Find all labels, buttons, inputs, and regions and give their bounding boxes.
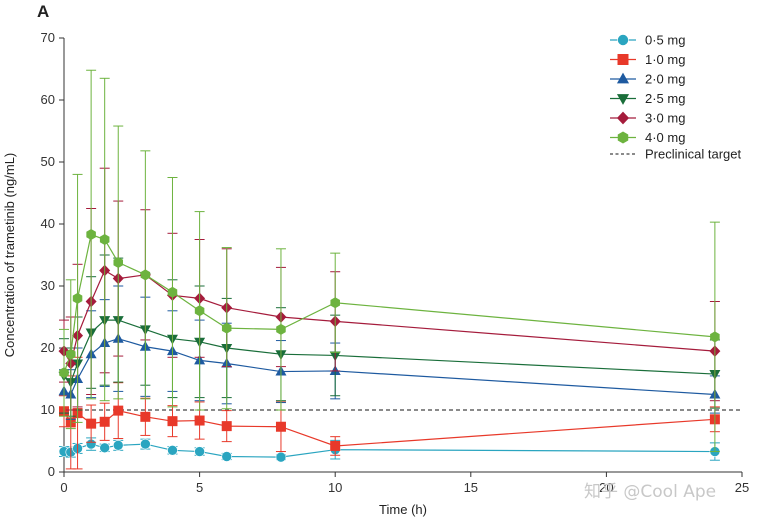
series-2 bbox=[58, 285, 721, 420]
panel-label: A bbox=[37, 2, 50, 21]
data-point bbox=[72, 292, 83, 304]
legend-marker bbox=[617, 131, 629, 144]
data-point bbox=[221, 421, 232, 432]
data-point bbox=[330, 297, 340, 309]
y-tick-label: 50 bbox=[41, 154, 55, 169]
data-point bbox=[59, 367, 69, 379]
watermark-text: 知乎 @Cool Ape bbox=[584, 482, 716, 502]
y-tick-label: 0 bbox=[48, 464, 55, 479]
data-point bbox=[66, 348, 76, 360]
y-axis-title: Concentration of trametinib (ng/mL) bbox=[2, 153, 17, 357]
x-tick-label: 15 bbox=[464, 480, 478, 495]
y-tick-label: 60 bbox=[41, 92, 55, 107]
series-5 bbox=[59, 69, 720, 453]
x-axis-title: Time (h) bbox=[379, 502, 427, 517]
data-point bbox=[167, 286, 178, 298]
y-tick-label: 20 bbox=[41, 340, 55, 355]
legend-label: 2·0 mg bbox=[645, 72, 685, 87]
legend-label: 3·0 mg bbox=[645, 111, 685, 126]
y-tick-label: 30 bbox=[41, 278, 55, 293]
legend-marker bbox=[616, 94, 630, 105]
legend-label: 0·5 mg bbox=[645, 33, 685, 48]
data-point bbox=[167, 416, 178, 427]
data-point bbox=[113, 256, 124, 268]
data-point bbox=[140, 411, 151, 422]
legend-label: Preclinical target bbox=[645, 147, 741, 162]
data-point bbox=[99, 442, 110, 454]
x-tick-label: 25 bbox=[735, 480, 749, 495]
data-point bbox=[194, 415, 205, 426]
series-3 bbox=[58, 254, 721, 417]
series-line bbox=[63, 443, 715, 458]
legend-label: 4·0 mg bbox=[645, 130, 685, 145]
legend-label: 2·5 mg bbox=[645, 91, 685, 106]
data-point bbox=[275, 421, 286, 432]
data-point bbox=[710, 331, 720, 343]
series-line bbox=[63, 338, 715, 396]
legend: 0·5 mg 1·0 mg 2·0 mg 2·5 mg 3·0 mg 4·0 mg Prec… bbox=[610, 33, 741, 162]
x-tick-label: 0 bbox=[60, 480, 67, 495]
data-point bbox=[194, 305, 205, 317]
legend-marker bbox=[617, 34, 629, 46]
legend-label: 1·0 mg bbox=[645, 52, 685, 67]
data-point bbox=[221, 451, 233, 462]
x-tick-label: 20 bbox=[599, 480, 613, 495]
y-tick-label: 70 bbox=[41, 30, 55, 45]
data-point bbox=[276, 323, 286, 335]
data-point bbox=[140, 269, 151, 281]
data-point bbox=[167, 444, 178, 456]
data-point bbox=[140, 438, 151, 450]
series-line bbox=[63, 233, 715, 374]
data-point bbox=[86, 418, 97, 429]
data-point bbox=[99, 234, 110, 245]
y-tick-label: 40 bbox=[41, 216, 55, 231]
legend-marker bbox=[617, 54, 629, 65]
data-point bbox=[86, 229, 96, 241]
series-line bbox=[63, 319, 715, 384]
y-tick-label: 10 bbox=[41, 402, 55, 417]
data-point bbox=[194, 446, 205, 457]
data-point bbox=[330, 440, 341, 451]
data-point bbox=[221, 322, 232, 334]
x-tick-label: 5 bbox=[196, 480, 203, 495]
series-line bbox=[63, 409, 715, 447]
data-point bbox=[112, 440, 124, 451]
legend-marker bbox=[616, 72, 630, 84]
data-point bbox=[99, 416, 110, 427]
x-tick-label: 10 bbox=[328, 480, 342, 495]
legend-marker bbox=[616, 111, 630, 125]
series-0 bbox=[58, 437, 721, 463]
data-point bbox=[113, 405, 124, 416]
data-point bbox=[275, 451, 287, 463]
